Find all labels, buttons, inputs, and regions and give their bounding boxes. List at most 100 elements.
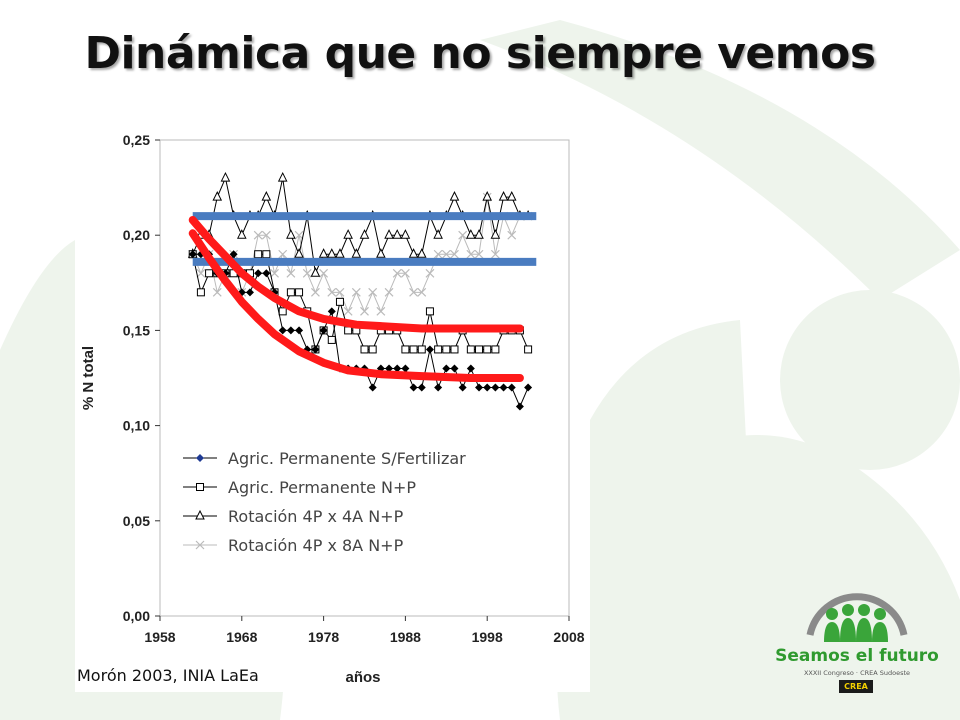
data-point bbox=[360, 306, 369, 316]
data-point bbox=[294, 248, 304, 258]
data-point bbox=[286, 288, 295, 297]
red-decay-curve bbox=[188, 229, 524, 382]
data-point bbox=[409, 383, 418, 392]
data-point bbox=[490, 249, 500, 259]
data-point bbox=[474, 249, 484, 259]
data-point bbox=[491, 345, 500, 354]
y-tick-label: 0,15 bbox=[123, 322, 150, 338]
data-point bbox=[401, 364, 410, 373]
data-point bbox=[254, 250, 263, 259]
data-point bbox=[286, 268, 296, 278]
data-point bbox=[311, 345, 320, 354]
data-point bbox=[212, 287, 222, 297]
data-point bbox=[442, 345, 451, 354]
data-point bbox=[220, 171, 231, 182]
data-point bbox=[482, 191, 493, 201]
data-point bbox=[294, 230, 304, 240]
data-point bbox=[212, 191, 223, 201]
data-point bbox=[196, 454, 204, 462]
data-point bbox=[434, 383, 443, 392]
data-point bbox=[417, 287, 427, 297]
legend: Agric. Permanente S/Fertilizar Agric. Per… bbox=[183, 449, 466, 555]
data-point bbox=[303, 345, 312, 354]
data-point bbox=[384, 287, 394, 297]
chart-panel: 0,00 0,05 0,10 0,15 0,20 0,25 1958 1968 1978 198… bbox=[75, 120, 590, 692]
data-point bbox=[368, 287, 378, 297]
data-point bbox=[277, 171, 288, 182]
legend-label: Agric. Permanente S/Fertilizar bbox=[228, 449, 466, 468]
logo-subtitle: XXXII Congreso · CREA Sudoeste bbox=[803, 669, 911, 677]
series-layer bbox=[187, 171, 533, 411]
data-point bbox=[442, 364, 451, 373]
congress-logo: Seamos el futuro XXXII Congreso · CREA S… bbox=[772, 580, 942, 705]
data-point bbox=[319, 326, 328, 335]
x-axis-title: años bbox=[345, 669, 380, 686]
data-point bbox=[229, 250, 238, 259]
y-tick-label: 0,00 bbox=[123, 608, 150, 624]
data-point bbox=[433, 229, 443, 239]
data-point bbox=[392, 229, 403, 239]
data-point bbox=[318, 248, 329, 258]
data-point bbox=[409, 345, 418, 354]
data-point bbox=[360, 345, 369, 354]
data-point bbox=[327, 287, 337, 297]
data-point bbox=[475, 383, 484, 392]
data-point bbox=[295, 288, 304, 297]
data-point bbox=[433, 249, 443, 259]
data-point bbox=[483, 383, 492, 392]
x-tick-label: 1968 bbox=[226, 629, 257, 645]
x-axis-ticks: 1958 1968 1978 1988 1998 2008 bbox=[144, 616, 585, 645]
legend-label: Agric. Permanente N+P bbox=[228, 478, 416, 497]
data-point bbox=[310, 287, 320, 297]
x-tick-label: 1978 bbox=[308, 629, 339, 645]
data-point bbox=[507, 383, 516, 392]
data-point bbox=[327, 307, 336, 316]
y-tick-label: 0,25 bbox=[123, 132, 150, 148]
data-point bbox=[401, 345, 410, 354]
data-point bbox=[343, 306, 353, 316]
data-point bbox=[196, 268, 206, 278]
data-point bbox=[295, 326, 304, 335]
data-point bbox=[408, 248, 419, 258]
data-point bbox=[466, 249, 476, 259]
source-citation: Morón 2003, INIA LaEa bbox=[77, 666, 259, 685]
n-total-chart: 0,00 0,05 0,10 0,15 0,20 0,25 1958 1968 1978 198… bbox=[80, 132, 585, 686]
data-point bbox=[205, 269, 214, 278]
data-point bbox=[335, 248, 345, 258]
data-point bbox=[351, 248, 362, 258]
data-point bbox=[458, 383, 467, 392]
data-point bbox=[254, 269, 263, 278]
data-point bbox=[425, 345, 434, 354]
data-point bbox=[466, 345, 475, 354]
data-point bbox=[261, 191, 272, 201]
logo-name: Seamos el futuro bbox=[775, 646, 939, 666]
data-point bbox=[506, 191, 517, 201]
legend-label: Rotación 4P x 4A N+P bbox=[228, 507, 404, 526]
x-tick-label: 1958 bbox=[144, 629, 175, 645]
data-point bbox=[417, 383, 426, 392]
crea-badge: CREA bbox=[839, 680, 873, 693]
data-point bbox=[400, 268, 410, 278]
data-point bbox=[491, 383, 500, 392]
data-point bbox=[188, 250, 197, 259]
data-point bbox=[425, 268, 435, 278]
y-tick-label: 0,05 bbox=[123, 513, 150, 529]
data-point bbox=[286, 326, 295, 335]
legend-label: Rotación 4P x 8A N+P bbox=[228, 536, 404, 555]
data-point bbox=[236, 229, 247, 239]
data-point bbox=[253, 230, 263, 240]
data-point bbox=[392, 268, 402, 278]
x-tick-label: 1988 bbox=[390, 629, 421, 645]
data-point bbox=[368, 345, 377, 354]
data-point bbox=[498, 191, 509, 201]
y-axis-title: % N total bbox=[80, 346, 97, 410]
data-point bbox=[319, 268, 329, 278]
data-point bbox=[262, 250, 271, 259]
data-point bbox=[344, 326, 353, 335]
data-point bbox=[450, 364, 459, 373]
trend-overlays bbox=[188, 212, 537, 382]
data-point bbox=[196, 288, 205, 297]
x-tick-label: 2008 bbox=[553, 629, 584, 645]
data-point bbox=[441, 249, 451, 259]
data-point bbox=[343, 229, 353, 239]
